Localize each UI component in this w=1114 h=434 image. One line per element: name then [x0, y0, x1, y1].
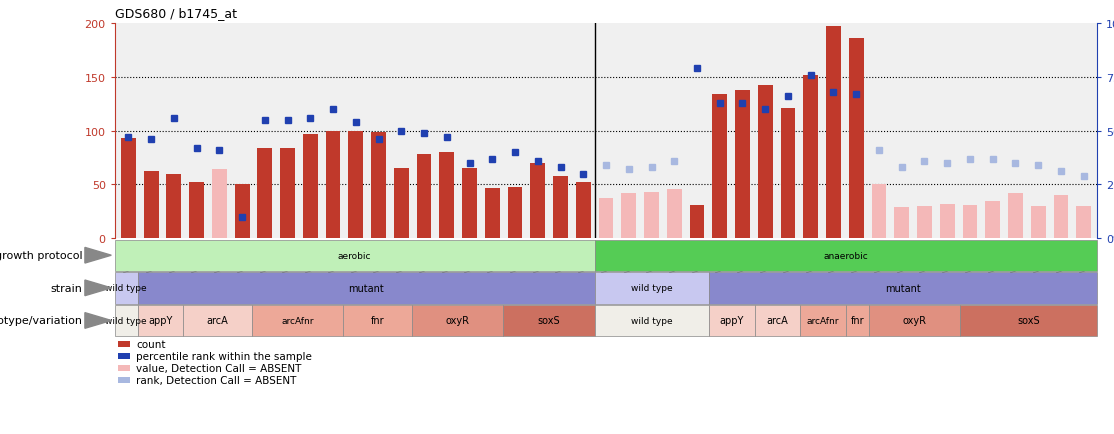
- Bar: [712, 95, 727, 239]
- Bar: [394, 169, 409, 239]
- Bar: [758, 86, 773, 239]
- Bar: [1076, 207, 1091, 239]
- Bar: [962, 205, 977, 239]
- Bar: [412, 305, 504, 336]
- Bar: [595, 305, 709, 336]
- Bar: [485, 188, 500, 239]
- Bar: [343, 305, 412, 336]
- Bar: [1030, 207, 1046, 239]
- Bar: [325, 131, 341, 239]
- Bar: [690, 205, 704, 239]
- Text: wild type: wild type: [631, 316, 673, 325]
- Bar: [138, 273, 595, 304]
- Bar: [281, 148, 295, 239]
- Polygon shape: [85, 248, 111, 263]
- Bar: [349, 131, 363, 239]
- Bar: [709, 305, 754, 336]
- Bar: [121, 139, 136, 239]
- Bar: [595, 273, 709, 304]
- Bar: [462, 169, 477, 239]
- Bar: [371, 132, 385, 239]
- Bar: [252, 305, 343, 336]
- Bar: [940, 204, 955, 239]
- Text: mutant: mutant: [349, 283, 384, 293]
- Text: arcAfnr: arcAfnr: [282, 316, 314, 325]
- Text: strain: strain: [51, 283, 82, 293]
- Bar: [667, 189, 682, 239]
- Text: value, Detection Call = ABSENT: value, Detection Call = ABSENT: [136, 363, 301, 373]
- Bar: [800, 305, 846, 336]
- Bar: [417, 155, 431, 239]
- Bar: [871, 185, 887, 239]
- Bar: [827, 27, 841, 239]
- Bar: [735, 90, 750, 239]
- Bar: [118, 365, 129, 372]
- Text: wild type: wild type: [106, 284, 147, 293]
- Bar: [118, 377, 129, 383]
- Bar: [118, 341, 129, 348]
- Bar: [598, 199, 614, 239]
- Bar: [709, 273, 1097, 304]
- Bar: [189, 183, 204, 239]
- Text: appY: appY: [148, 316, 173, 326]
- Bar: [803, 76, 818, 239]
- Bar: [118, 353, 129, 359]
- Bar: [508, 187, 522, 239]
- Bar: [303, 135, 317, 239]
- Text: oxyR: oxyR: [902, 316, 927, 326]
- Bar: [1008, 194, 1023, 239]
- Text: arcAfnr: arcAfnr: [807, 316, 839, 325]
- Text: soxS: soxS: [538, 316, 560, 326]
- Text: mutant: mutant: [886, 283, 921, 293]
- Text: genotype/variation: genotype/variation: [0, 316, 82, 326]
- Bar: [235, 185, 250, 239]
- Bar: [115, 240, 595, 271]
- Bar: [184, 305, 252, 336]
- Text: arcA: arcA: [766, 316, 789, 326]
- Text: soxS: soxS: [1017, 316, 1040, 326]
- Bar: [212, 170, 227, 239]
- Polygon shape: [85, 280, 111, 296]
- Bar: [115, 305, 138, 336]
- Text: anaerobic: anaerobic: [823, 251, 868, 260]
- Text: growth protocol: growth protocol: [0, 251, 82, 260]
- Text: rank, Detection Call = ABSENT: rank, Detection Call = ABSENT: [136, 375, 296, 385]
- Bar: [138, 305, 184, 336]
- Polygon shape: [85, 313, 111, 329]
- Bar: [960, 305, 1097, 336]
- Bar: [985, 201, 1000, 239]
- Text: oxyR: oxyR: [446, 316, 469, 326]
- Text: wild type: wild type: [106, 316, 147, 325]
- Bar: [622, 194, 636, 239]
- Bar: [846, 305, 869, 336]
- Text: fnr: fnr: [851, 316, 864, 326]
- Bar: [115, 273, 138, 304]
- Bar: [917, 207, 931, 239]
- Bar: [895, 207, 909, 239]
- Text: fnr: fnr: [371, 316, 384, 326]
- Bar: [576, 183, 590, 239]
- Bar: [166, 174, 182, 239]
- Text: count: count: [136, 339, 165, 349]
- Text: appY: appY: [720, 316, 744, 326]
- Bar: [595, 240, 1097, 271]
- Bar: [644, 193, 658, 239]
- Bar: [439, 153, 455, 239]
- Bar: [754, 305, 800, 336]
- Bar: [869, 305, 960, 336]
- Bar: [144, 172, 158, 239]
- Text: GDS680 / b1745_at: GDS680 / b1745_at: [115, 7, 237, 20]
- Bar: [781, 109, 795, 239]
- Bar: [504, 305, 595, 336]
- Bar: [849, 39, 863, 239]
- Bar: [1054, 196, 1068, 239]
- Text: arcA: arcA: [207, 316, 228, 326]
- Text: percentile rank within the sample: percentile rank within the sample: [136, 351, 312, 361]
- Bar: [257, 148, 272, 239]
- Bar: [554, 176, 568, 239]
- Text: wild type: wild type: [631, 284, 673, 293]
- Text: aerobic: aerobic: [338, 251, 371, 260]
- Bar: [530, 164, 545, 239]
